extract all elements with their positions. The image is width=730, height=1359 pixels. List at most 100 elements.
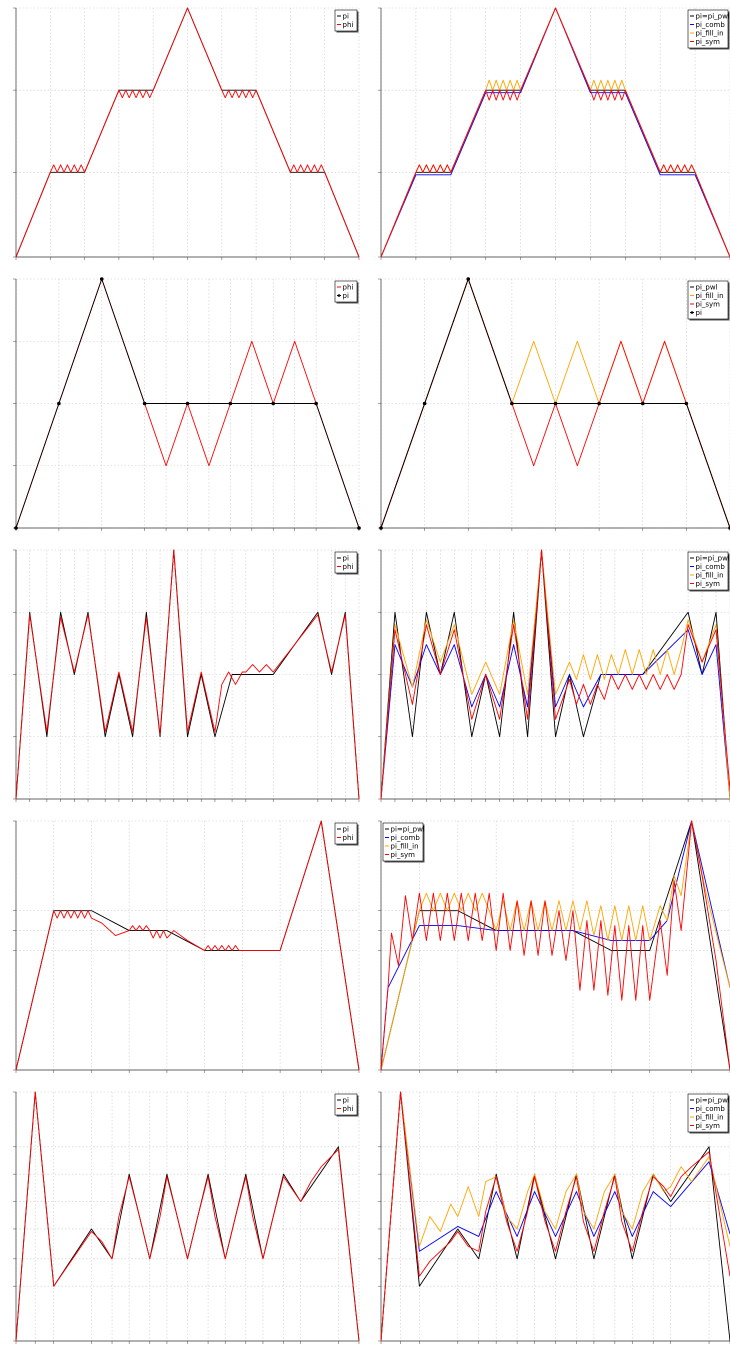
legend-label: pi (343, 825, 349, 833)
legend-marker (690, 311, 694, 314)
data-point (99, 277, 104, 281)
legend-box (334, 1093, 358, 1116)
plot-panel-3: phi pi (0, 271, 365, 542)
legend-label: pi_comb (696, 1105, 726, 1113)
legend-label: pi=pi_pwl (696, 554, 730, 562)
series-line-pi_fill_in (380, 1091, 730, 1342)
series-line-pi_sym (380, 1091, 730, 1342)
plot-panel-5: pi phi (0, 542, 365, 813)
data-point (142, 401, 147, 406)
data-point (57, 401, 61, 406)
legend-box (334, 822, 358, 845)
data-point (422, 401, 427, 406)
legend-label: phi (343, 1105, 354, 1113)
data-point (185, 401, 190, 406)
legend-label: pi_sym (391, 851, 416, 859)
series-line-pi (15, 1091, 360, 1342)
legend-box (334, 280, 358, 303)
plot-panel-4: pi_pwl pi_fill_in pi_sym pi (365, 271, 730, 542)
legend-box (687, 280, 729, 320)
legend-box (334, 551, 358, 574)
series-line-phi (15, 549, 360, 800)
data-point (640, 401, 645, 406)
series-line-pi (15, 820, 360, 1071)
legend-box (382, 822, 424, 862)
series-line-pi_fill_in (380, 7, 730, 258)
legend-label: pi (343, 554, 349, 562)
data-point (379, 526, 383, 530)
data-point (14, 526, 18, 530)
legend-label: pi (343, 1096, 349, 1104)
series-line-pi_comb (380, 7, 730, 258)
plot-panel-9: pi phi (0, 1084, 365, 1355)
plot-panel-8: pi=pi_pwl pi_comb pi_fill_in pi_sym (365, 813, 730, 1084)
plot-panel-2: pi=pi_pwl pi_comb pi_fill_in pi_sym (365, 0, 730, 271)
series-line-phi (15, 1091, 360, 1342)
data-point (510, 401, 514, 406)
data-point (271, 401, 276, 406)
legend-label: pi_sym (696, 1122, 721, 1130)
legend-label: pi_sym (696, 300, 721, 308)
data-point (597, 401, 601, 406)
data-point (466, 277, 471, 281)
legend-label: pi_comb (696, 21, 726, 29)
series-line-phi (15, 820, 360, 1071)
plot-panel-10: pi=pi_pwl pi_comb pi_fill_in pi_sym (365, 1084, 730, 1355)
legend-label: pi=pi_pwl (696, 1096, 730, 1104)
data-point (228, 401, 233, 406)
legend-label: phi (343, 563, 354, 571)
series-line-phi (15, 7, 360, 258)
series-line-pi_fill_in (380, 549, 730, 800)
legend-label: pi (343, 292, 349, 300)
legend-label: pi_fill_in (696, 292, 724, 300)
series-line-pi_comb (380, 820, 730, 1071)
legend-label: pi_sym (696, 580, 721, 588)
legend-marker (337, 294, 341, 297)
legend-label: pi (696, 309, 702, 317)
legend-label: pi_sym (696, 38, 721, 46)
series-line-pi_comb (380, 1091, 730, 1342)
legend-label: pi_comb (696, 563, 726, 571)
legend-box (687, 9, 729, 49)
legend-label: pi_fill_in (696, 29, 724, 37)
legend-label: phi (343, 834, 354, 842)
legend-label: pi_fill_in (696, 571, 724, 579)
legend-label: phi (343, 283, 354, 291)
legend-label: pi_pwl (696, 283, 718, 291)
legend-label: pi_comb (391, 834, 421, 842)
series-line-pi=pi_pwl (380, 549, 730, 800)
series-line-pi_fill_in (380, 820, 730, 1071)
legend-box (687, 1093, 729, 1133)
legend-label: pi_fill_in (696, 1113, 724, 1121)
plot-panel-1: pi phi (0, 0, 365, 271)
data-point (553, 401, 558, 406)
plot-panel-6: pi=pi_pwl pi_comb pi_fill_in pi_sym (365, 542, 730, 813)
series-line-pi_sym (380, 7, 730, 258)
legend-label: pi=pi_pwl (391, 825, 425, 833)
series-line-pi_sym (380, 820, 730, 1071)
data-point (684, 401, 689, 406)
series-line-pi=pi_pwl (380, 820, 730, 1071)
legend-box (334, 9, 358, 32)
series-line-pi_sym (380, 549, 730, 800)
